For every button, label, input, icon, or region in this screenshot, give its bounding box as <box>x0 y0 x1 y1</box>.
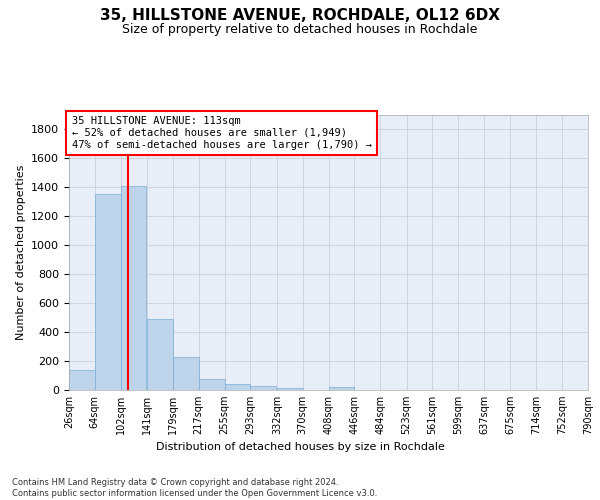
Text: Size of property relative to detached houses in Rochdale: Size of property relative to detached ho… <box>122 22 478 36</box>
Text: Contains HM Land Registry data © Crown copyright and database right 2024.
Contai: Contains HM Land Registry data © Crown c… <box>12 478 377 498</box>
Bar <box>173 358 199 390</box>
Bar <box>69 370 95 390</box>
Bar <box>329 387 355 390</box>
Text: Distribution of detached houses by size in Rochdale: Distribution of detached houses by size … <box>155 442 445 452</box>
Bar <box>199 379 224 390</box>
Y-axis label: Number of detached properties: Number of detached properties <box>16 165 26 340</box>
Bar <box>95 194 121 390</box>
Bar <box>250 386 276 390</box>
Bar <box>277 388 302 390</box>
Bar <box>121 186 146 390</box>
Bar <box>147 319 173 390</box>
Text: 35, HILLSTONE AVENUE, ROCHDALE, OL12 6DX: 35, HILLSTONE AVENUE, ROCHDALE, OL12 6DX <box>100 8 500 22</box>
Bar <box>224 384 250 390</box>
Text: 35 HILLSTONE AVENUE: 113sqm
← 52% of detached houses are smaller (1,949)
47% of : 35 HILLSTONE AVENUE: 113sqm ← 52% of det… <box>71 116 371 150</box>
